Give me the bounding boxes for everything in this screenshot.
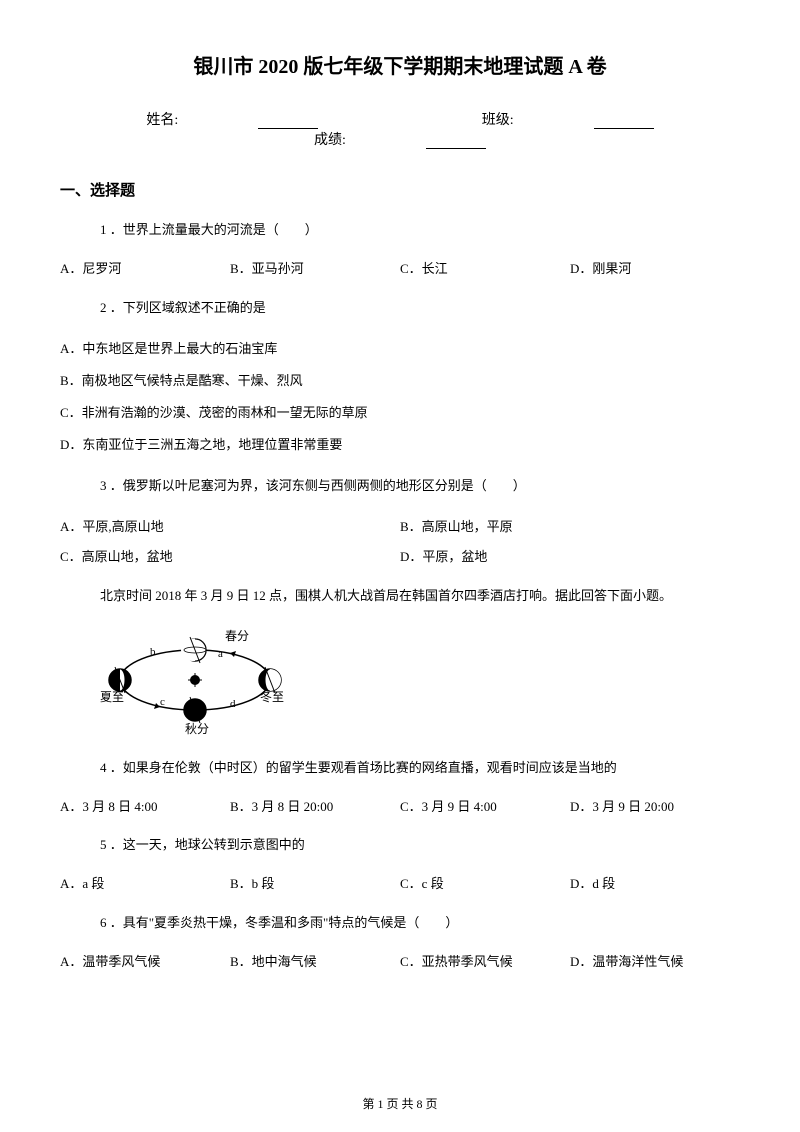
q5-option-c: C．c 段 xyxy=(400,874,570,895)
q5-option-a: A．a 段 xyxy=(60,874,230,895)
q4-options: A．3 月 8 日 4:00 B．3 月 8 日 20:00 C．3 月 9 日… xyxy=(60,797,740,818)
q5-option-b: B．b 段 xyxy=(230,874,400,895)
class-label: 班级: xyxy=(482,113,514,128)
orbit-svg: 春分 夏至 秋分 冬至 a b c d xyxy=(100,625,290,735)
q6-options: A．温带季风气候 B．地中海气候 C．亚热带季风气候 D．温带海洋性气候 xyxy=(60,952,740,973)
class-field: 班级: xyxy=(442,113,694,128)
q4-option-c: C．3 月 9 日 4:00 xyxy=(400,797,570,818)
label-chunfen: 春分 xyxy=(225,629,249,643)
score-field: 成绩: xyxy=(274,133,526,148)
score-label: 成绩: xyxy=(314,133,346,148)
label-xiazhi: 夏至 xyxy=(100,690,124,704)
label-c: c xyxy=(160,696,165,708)
q1-text: 1 ．世界上流量最大的河流是（ ） xyxy=(60,220,740,241)
label-qiufen: 秋分 xyxy=(185,722,209,735)
name-label: 姓名: xyxy=(146,113,178,128)
q1-options: A．尼罗河 B．亚马孙河 C．长江 D．刚果河 xyxy=(60,259,740,280)
name-field: 姓名: xyxy=(106,113,358,128)
q1-option-b: B．亚马孙河 xyxy=(230,259,400,280)
q3-option-b: B．高原山地，平原 xyxy=(400,515,740,538)
q4-text: 4 ．如果身在伦敦（中时区）的留学生要观看首场比赛的网络直播，观看时间应该是当地… xyxy=(60,758,740,779)
q5-option-d: D．d 段 xyxy=(570,874,740,895)
label-b: b xyxy=(150,646,156,658)
name-blank xyxy=(258,128,318,129)
class-blank xyxy=(594,128,654,129)
q3-option-a: A．平原,高原山地 xyxy=(60,515,400,538)
q2-option-d: D．东南亚位于三洲五海之地，地理位置非常重要 xyxy=(60,432,740,458)
context-text: 北京时间 2018 年 3 月 9 日 12 点，围棋人机大战首局在韩国首尔四季… xyxy=(60,586,740,607)
q6-option-d: D．温带海洋性气候 xyxy=(570,952,740,973)
q4-option-d: D．3 月 9 日 20:00 xyxy=(570,797,740,818)
q1-option-a: A．尼罗河 xyxy=(60,259,230,280)
q6-option-c: C．亚热带季风气候 xyxy=(400,952,570,973)
q2-option-a: A．中东地区是世界上最大的石油宝库 xyxy=(60,336,740,362)
q2-options: A．中东地区是世界上最大的石油宝库 B．南极地区气候特点是酷寒、干燥、烈风 C．… xyxy=(60,336,740,458)
q4-option-b: B．3 月 8 日 20:00 xyxy=(230,797,400,818)
q6-option-a: A．温带季风气候 xyxy=(60,952,230,973)
label-a: a xyxy=(218,648,223,660)
q5-text: 5 ．这一天，地球公转到示意图中的 xyxy=(60,835,740,856)
page-footer: 第 1 页 共 8 页 xyxy=(0,1095,800,1112)
q4-option-a: A．3 月 8 日 4:00 xyxy=(60,797,230,818)
q1-option-c: C．长江 xyxy=(400,259,570,280)
earth-orbit-diagram: 春分 夏至 秋分 冬至 a b c d xyxy=(60,625,740,740)
score-blank xyxy=(426,148,486,149)
q6-option-b: B．地中海气候 xyxy=(230,952,400,973)
section-title: 一、选择题 xyxy=(60,179,740,200)
q3-text: 3 ．俄罗斯以叶尼塞河为界，该河东侧与西侧两侧的地形区分别是（ ） xyxy=(60,476,740,497)
q6-text: 6 ．具有"夏季炎热干燥，冬季温和多雨"特点的气候是（ ） xyxy=(60,913,740,934)
student-info-line: 姓名: 班级: 成绩: xyxy=(60,109,740,149)
label-dongzhi: 冬至 xyxy=(260,689,284,704)
label-d: d xyxy=(230,698,236,710)
q2-option-b: B．南极地区气候特点是酷寒、干燥、烈风 xyxy=(60,368,740,394)
page-title: 银川市 2020 版七年级下学期期末地理试题 A 卷 xyxy=(60,50,740,79)
q3-option-d: D．平原，盆地 xyxy=(400,545,740,568)
q1-option-d: D．刚果河 xyxy=(570,259,740,280)
q2-text: 2 ．下列区域叙述不正确的是 xyxy=(60,298,740,319)
q2-option-c: C．非洲有浩瀚的沙漠、茂密的雨林和一望无际的草原 xyxy=(60,400,740,426)
q3-options: A．平原,高原山地 B．高原山地，平原 C．高原山地，盆地 D．平原，盆地 xyxy=(60,515,740,568)
q5-options: A．a 段 B．b 段 C．c 段 D．d 段 xyxy=(60,874,740,895)
q3-option-c: C．高原山地，盆地 xyxy=(60,545,400,568)
